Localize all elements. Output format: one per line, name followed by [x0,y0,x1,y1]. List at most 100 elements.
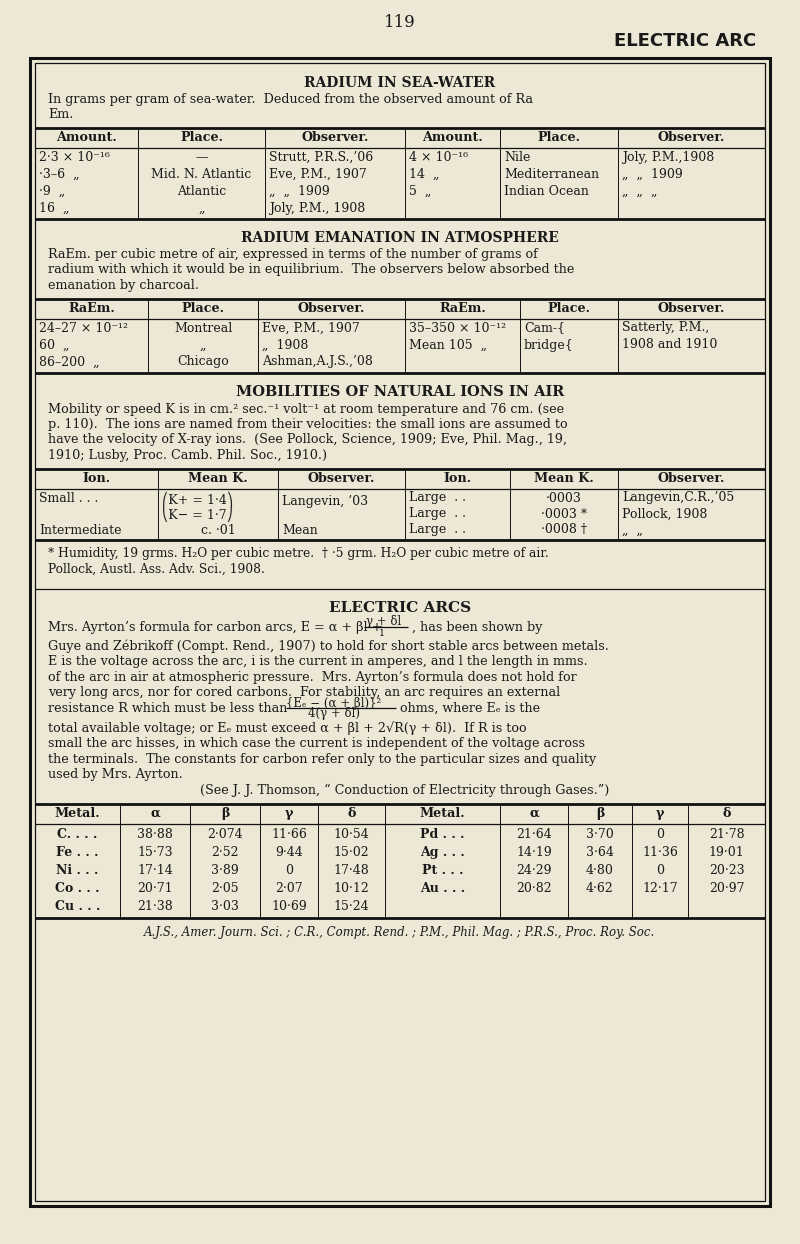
Text: α: α [529,807,539,820]
Text: Place.: Place. [547,301,590,315]
Text: ·3–6  „: ·3–6 „ [39,168,80,180]
Text: β: β [221,807,229,820]
Text: 10·12: 10·12 [334,882,370,894]
Text: E is the voltage across the arc, i is the current in amperes, and l the length i: E is the voltage across the arc, i is th… [48,656,588,668]
Text: have the velocity of X-ray ions.  (See Pollock, Science, 1909; Eve, Phil. Mag., : have the velocity of X-ray ions. (See Po… [48,433,567,447]
Text: total available voltage; or Eₑ must exceed α + βl + 2√R(γ + δl).  If R is too: total available voltage; or Eₑ must exce… [48,722,526,735]
Text: Small . . .: Small . . . [39,491,98,505]
Text: 86–200  „: 86–200 „ [39,356,100,368]
Text: ·9  „: ·9 „ [39,185,66,198]
Text: Guye and Zébrikoff (Compt. Rend., 1907) to hold for short stable arcs between me: Guye and Zébrikoff (Compt. Rend., 1907) … [48,639,609,653]
Text: Observer.: Observer. [658,301,725,315]
Text: RaEm.: RaEm. [439,301,486,315]
Text: Montreal: Montreal [174,321,232,335]
Text: Mean K.: Mean K. [534,471,594,484]
Text: Pd . . .: Pd . . . [420,829,465,841]
Text: 14  „: 14 „ [409,168,439,180]
Text: 20·97: 20·97 [709,882,744,894]
Text: Em.: Em. [48,108,74,122]
Text: 2·07: 2·07 [275,882,303,894]
Text: Pollock, Austl. Ass. Adv. Sci., 1908.: Pollock, Austl. Ass. Adv. Sci., 1908. [48,564,265,576]
Text: „  „  „: „ „ „ [622,185,658,198]
Text: δ: δ [722,807,730,820]
Text: Metal.: Metal. [420,807,466,820]
Text: 21·78: 21·78 [709,829,744,841]
Text: 15·73: 15·73 [137,846,173,860]
Text: „  „  1909: „ „ 1909 [622,168,682,180]
Text: Ag . . .: Ag . . . [420,846,465,860]
Text: 38·88: 38·88 [137,829,173,841]
Text: 20·23: 20·23 [709,865,744,877]
Text: ·0003 *: ·0003 * [541,508,587,520]
Text: β: β [596,807,604,820]
Text: γ: γ [656,807,664,820]
Text: Mobility or speed K is in cm.² sec.⁻¹ volt⁻¹ at room temperature and 76 cm. (see: Mobility or speed K is in cm.² sec.⁻¹ vo… [48,403,564,415]
Text: Mid. N. Atlantic: Mid. N. Atlantic [151,168,252,180]
Text: „  „: „ „ [622,524,643,536]
Text: Cu . . .: Cu . . . [55,899,100,913]
Text: Mean K.: Mean K. [188,471,248,484]
Text: ELECTRIC ARC: ELECTRIC ARC [614,32,756,50]
Text: Co . . .: Co . . . [55,882,100,894]
Text: 3·03: 3·03 [211,899,239,913]
Text: Observer.: Observer. [298,301,365,315]
Text: 19·01: 19·01 [709,846,744,860]
Text: Eve, P.M., 1907: Eve, P.M., 1907 [262,321,360,335]
Text: Au . . .: Au . . . [420,882,465,894]
Text: 20·71: 20·71 [137,882,173,894]
Text: , has been shown by: , has been shown by [412,621,542,633]
Text: Pt . . .: Pt . . . [422,865,463,877]
Text: Chicago: Chicago [177,356,229,368]
Text: Amount.: Amount. [422,131,483,144]
Text: 9·44: 9·44 [275,846,303,860]
Text: Ion.: Ion. [82,471,110,484]
Text: 2·05: 2·05 [211,882,239,894]
Text: Joly, P.M.,1908: Joly, P.M.,1908 [622,151,714,164]
Text: Fe . . .: Fe . . . [56,846,98,860]
Text: Cam-{: Cam-{ [524,321,565,335]
Text: p. 110).  The ions are named from their velocities: the small ions are assumed t: p. 110). The ions are named from their v… [48,418,568,430]
Text: 20·82: 20·82 [516,882,552,894]
Text: Ion.: Ion. [443,471,471,484]
Text: —: — [195,151,208,164]
Text: bridge{: bridge{ [524,338,574,352]
Text: 15·24: 15·24 [334,899,370,913]
Text: Langevin,C.R.,’05: Langevin,C.R.,’05 [622,491,734,505]
Text: Place.: Place. [538,131,581,144]
Text: 24–27 × 10⁻¹²: 24–27 × 10⁻¹² [39,321,128,335]
Text: 11·66: 11·66 [271,829,307,841]
Text: 35–350 × 10⁻¹²: 35–350 × 10⁻¹² [409,321,506,335]
Text: 17·48: 17·48 [334,865,370,877]
Text: 4·62: 4·62 [586,882,614,894]
Text: Pollock, 1908: Pollock, 1908 [622,508,707,520]
Text: Amount.: Amount. [56,131,117,144]
Text: 14·19: 14·19 [516,846,552,860]
Text: 1908 and 1910: 1908 and 1910 [622,338,718,352]
Text: the terminals.  The constants for carbon refer only to the particular sizes and : the terminals. The constants for carbon … [48,753,596,765]
Text: Nile: Nile [504,151,530,164]
Text: 0: 0 [656,865,664,877]
Text: 1910; Lusby, Proc. Camb. Phil. Soc., 1910.): 1910; Lusby, Proc. Camb. Phil. Soc., 191… [48,449,327,462]
Text: Mean 105  „: Mean 105 „ [409,338,487,352]
Text: Ashman,A.J.S.,’08: Ashman,A.J.S.,’08 [262,356,373,368]
Text: 3·64: 3·64 [586,846,614,860]
Text: γ + δl: γ + δl [366,616,402,628]
Text: * Humidity, 19 grms. H₂O per cubic metre.  † ·5 grm. H₂O per cubic metre of air.: * Humidity, 19 grms. H₂O per cubic metre… [48,547,549,561]
Text: „  „  1909: „ „ 1909 [269,185,330,198]
Text: C. . . .: C. . . . [58,829,98,841]
Text: 21·64: 21·64 [516,829,552,841]
Text: RaEm. per cubic metre of air, expressed in terms of the number of grams of: RaEm. per cubic metre of air, expressed … [48,248,538,261]
Text: c. ·01: c. ·01 [201,524,235,536]
Text: 15·02: 15·02 [334,846,370,860]
Text: 0: 0 [656,829,664,841]
Text: ⎛K+ = 1·4⎞: ⎛K+ = 1·4⎞ [162,491,233,508]
Text: Observer.: Observer. [302,131,369,144]
Text: 17·14: 17·14 [137,865,173,877]
Text: In grams per gram of sea-water.  Deduced from the observed amount of Ra: In grams per gram of sea-water. Deduced … [48,93,533,106]
Text: ELECTRIC ARCS: ELECTRIC ARCS [329,601,471,615]
Text: ⎝K− = 1·7⎠: ⎝K− = 1·7⎠ [162,506,233,522]
Text: 5  „: 5 „ [409,185,431,198]
Text: i: i [380,627,384,639]
Text: ·0008 †: ·0008 † [541,524,587,536]
Text: Large  . .: Large . . [409,491,466,505]
